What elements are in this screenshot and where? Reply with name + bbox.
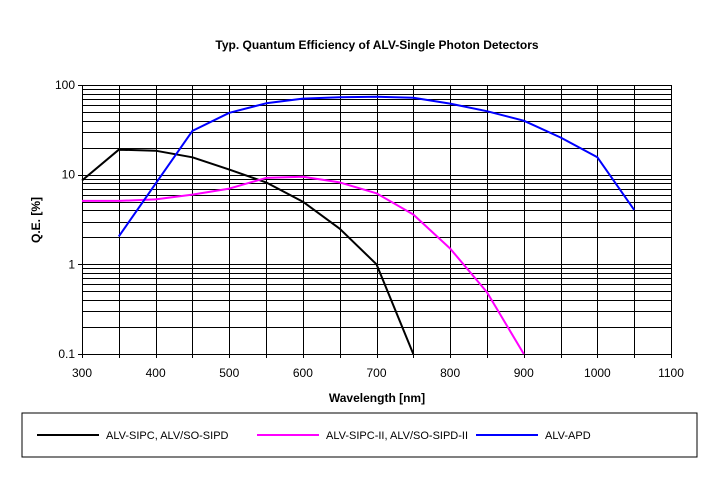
grid — [78, 85, 672, 358]
x-tick-label: 700 — [366, 366, 386, 380]
x-axis-label: Wavelength [nm] — [329, 391, 425, 405]
chart-title: Typ. Quantum Efficiency of ALV-Single Ph… — [215, 38, 538, 52]
legend-label: ALV-APD — [545, 430, 591, 442]
y-tick-label: 1 — [68, 257, 75, 271]
y-tick-label: 0.1 — [58, 347, 75, 361]
legend-box — [21, 412, 698, 458]
x-tick-label: 1000 — [584, 366, 611, 380]
legend-label: ALV-SIPC, ALV/SO-SIPD — [106, 430, 229, 442]
x-tick-label: 400 — [146, 366, 166, 380]
series-line — [117, 95, 636, 237]
legend: ALV-SIPC, ALV/SO-SIPD ALV-SIPC-II, ALV/SO… — [37, 430, 591, 442]
x-tick-label: 1100 — [658, 366, 684, 380]
series-line — [81, 148, 415, 355]
x-tick-label: 500 — [219, 366, 239, 380]
x-tick-label: 600 — [293, 366, 313, 380]
y-tick-label: 100 — [55, 78, 75, 92]
legend-label: ALV-SIPC-II, ALV/SO-SIPD-II — [326, 430, 468, 442]
x-tick-label: 800 — [440, 366, 460, 380]
series-line — [82, 175, 525, 355]
y-axis-label: Q.E. [%] — [29, 197, 43, 243]
x-tick-label: 300 — [72, 366, 92, 380]
y-tick-label: 10 — [62, 168, 76, 182]
x-tick-label: 900 — [514, 366, 534, 380]
series-lines — [81, 95, 636, 355]
tick-labels: 300 400 500 600 700 800 900 1000 1100 0.1 1 10 100 — [55, 78, 684, 380]
